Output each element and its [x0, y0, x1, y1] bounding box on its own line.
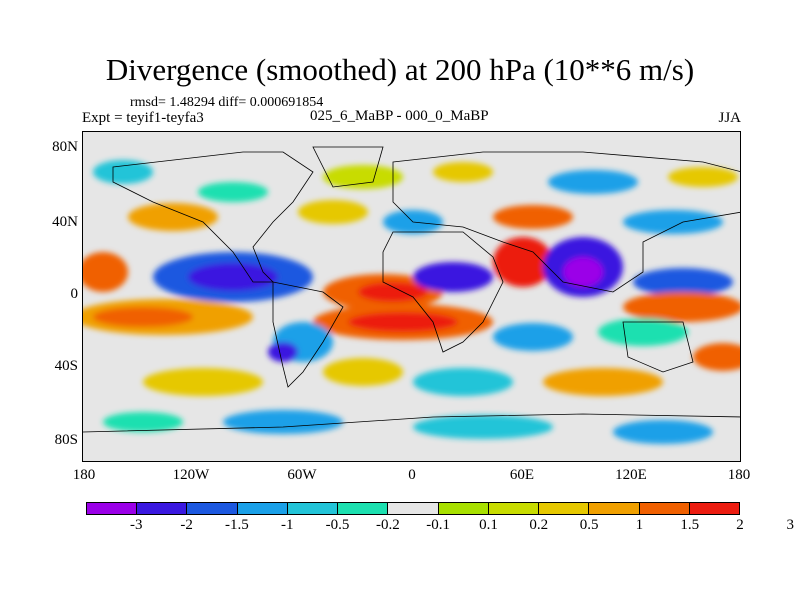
stats-label: rmsd= 1.48294 diff= 0.000691854 [130, 95, 324, 110]
divergence-map [83, 146, 740, 444]
colorbar-cell [589, 503, 640, 514]
field-blob [693, 343, 740, 371]
colorbar-label: -0.2 [375, 517, 400, 533]
colorbar-cell [237, 503, 288, 514]
field-blob [348, 312, 458, 332]
coastline-greenland [312, 146, 384, 188]
lat-label-0: 0 [70, 286, 79, 302]
field-blob [298, 200, 368, 224]
field-blob [613, 420, 713, 444]
field-blob [93, 160, 153, 184]
field-blob [223, 410, 343, 434]
colorbar-cell [438, 503, 489, 514]
field-blob [598, 318, 688, 346]
field-blob [668, 167, 738, 187]
colorbar-label: 0.5 [579, 517, 599, 533]
colorbar-cell [689, 503, 740, 514]
field-blob [128, 203, 218, 231]
colorbar-label: 0.1 [479, 517, 498, 533]
colorbar-cell [187, 503, 238, 514]
colorbar-label: -2 [180, 517, 193, 533]
colorbar-cell [287, 503, 339, 514]
field-blob [623, 292, 740, 322]
field-blob [548, 170, 638, 194]
colorbar-label: -3 [130, 517, 143, 533]
colorbar-label: -1 [280, 517, 294, 533]
colorbar-cell [338, 503, 389, 514]
lon-label-180e: 180 [727, 467, 751, 483]
lat-label-40n: 40N [52, 214, 78, 230]
colorbar-label: -1.5 [225, 517, 249, 533]
colorbar-label: -0.1 [426, 517, 451, 533]
coastline-group [83, 146, 740, 433]
colorbar-label: -0.5 [325, 517, 350, 533]
colorbar-label: 1 [635, 517, 644, 533]
coastline-africa [382, 231, 504, 353]
field-blob [563, 257, 603, 287]
colorbar-cell [488, 503, 540, 514]
lat-label-80s: 80S [54, 432, 78, 448]
lon-label-120w: 120W [172, 467, 210, 483]
colorbar-label: 0.2 [529, 517, 549, 533]
colorbar-label: 3 [786, 517, 795, 533]
field-blob [93, 307, 193, 327]
field-blob [493, 237, 553, 287]
field-blob [323, 358, 403, 386]
coastline-north-america [112, 151, 314, 283]
field-blob [268, 342, 298, 362]
field-blob [143, 368, 263, 396]
field-blob [198, 182, 268, 202]
lon-label-60w: 60W [287, 467, 317, 483]
field-blob [83, 252, 128, 292]
colorbar-label: 2 [736, 517, 744, 533]
field-blob [323, 165, 403, 189]
experiment-label: Expt = teyif1-teyfa3 [82, 110, 204, 126]
field-blob [103, 412, 183, 432]
field-blob [413, 368, 513, 396]
map-title: Divergence (smoothed) at 200 hPa (10**6 … [105, 52, 695, 87]
colorbar [86, 502, 740, 515]
colorbar-cell [87, 503, 138, 514]
field-blob [493, 205, 573, 229]
field-blob [413, 262, 493, 292]
colorbar-label: 1.5 [680, 517, 700, 533]
coastline-south-america [272, 281, 344, 388]
field-blob [413, 415, 553, 439]
field-blob [543, 368, 663, 396]
colorbar-cell [388, 503, 439, 514]
field-blob [633, 268, 733, 296]
colorbar-cell [639, 503, 690, 514]
season-label: JJA [718, 110, 741, 126]
lon-label-0: 0 [408, 467, 416, 483]
map-panel [82, 131, 741, 462]
field-blob [358, 282, 428, 302]
period-label: 025_6_MaBP - 000_0_MaBP [310, 108, 489, 124]
field-blob [493, 323, 573, 351]
colorbar-cell [539, 503, 590, 514]
field-blob [623, 210, 723, 234]
coastline-eurasia [392, 151, 740, 293]
coastline-antarctica [83, 413, 740, 433]
field-blob [433, 162, 493, 182]
lat-label-40s: 40S [54, 358, 78, 374]
lon-label-60e: 60E [509, 467, 535, 483]
coastline-australia [622, 321, 694, 373]
colorbar-cell [137, 503, 188, 514]
lon-label-120e: 120E [615, 467, 647, 483]
lat-label-80n: 80N [52, 139, 78, 155]
field-blob [188, 263, 278, 291]
lon-label-180w: 180 [72, 467, 96, 483]
